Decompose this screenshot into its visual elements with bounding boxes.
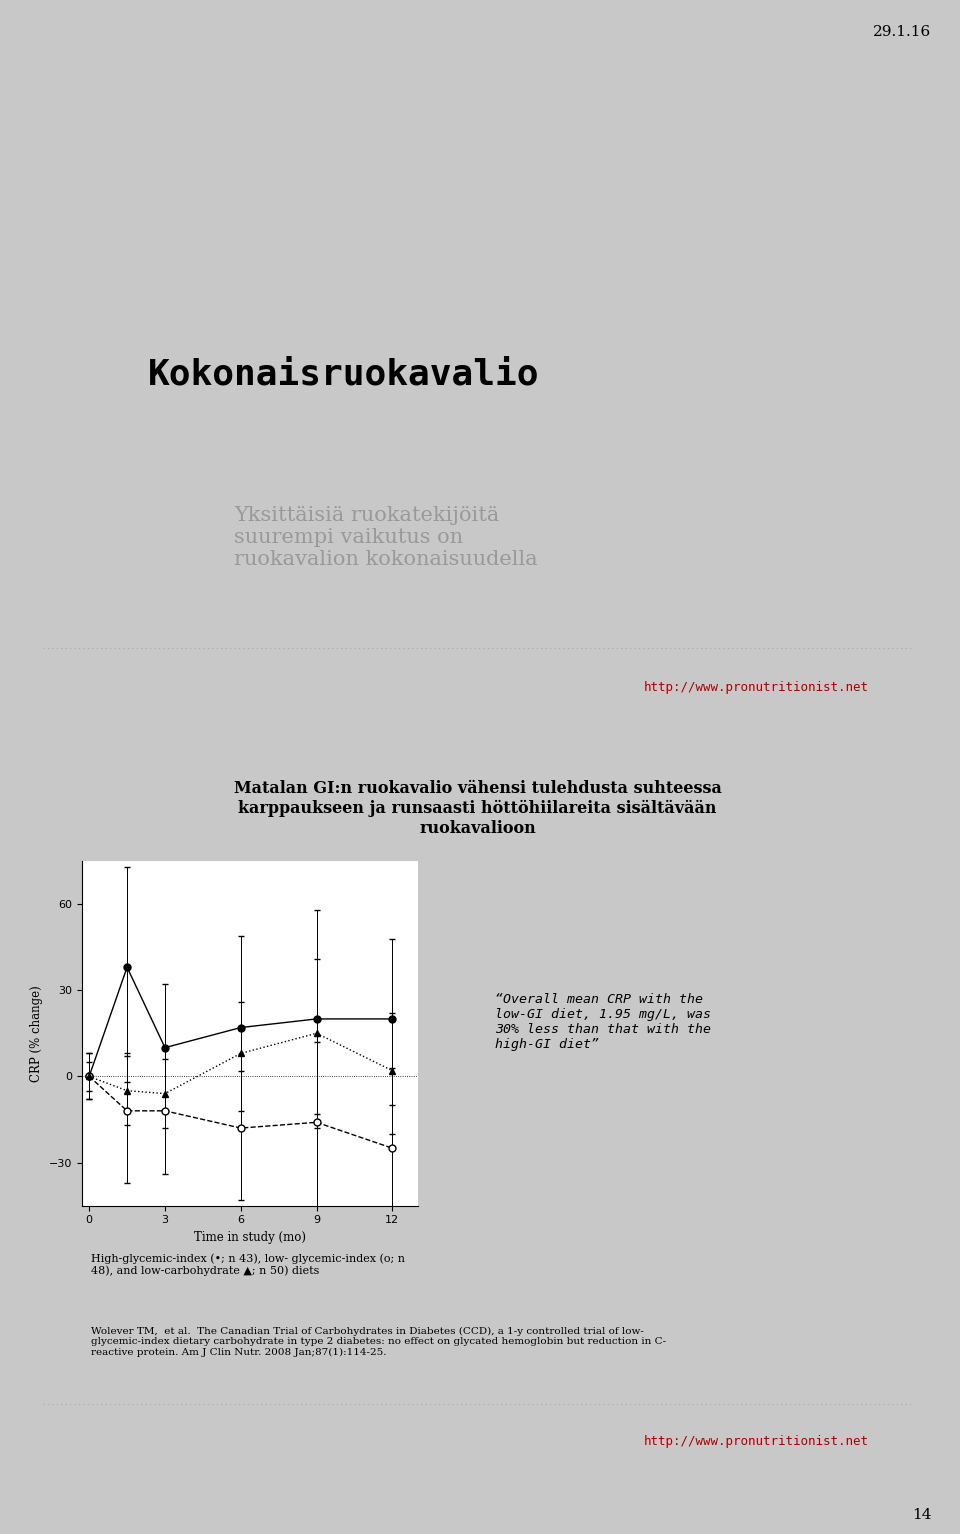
Text: 14: 14	[912, 1508, 931, 1522]
Text: 29.1.16: 29.1.16	[873, 25, 931, 38]
Text: http://www.pronutritionist.net: http://www.pronutritionist.net	[643, 1436, 869, 1448]
Text: Kokonaisruokavalio: Kokonaisruokavalio	[148, 357, 539, 391]
Y-axis label: CRP (% change): CRP (% change)	[30, 985, 43, 1081]
Text: Matalan GI:n ruokavalio vähensi tulehdusta suhteessa
karppaukseen ja runsaasti h: Matalan GI:n ruokavalio vähensi tulehdus…	[233, 781, 722, 836]
Text: High-glycemic-index (•; n 43), low- glycemic-index (o; n
48), and low-carbohydra: High-glycemic-index (•; n 43), low- glyc…	[91, 1253, 405, 1276]
Text: Wolever TM,  et al.  The Canadian Trial of Carbohydrates in Diabetes (CCD), a 1-: Wolever TM, et al. The Canadian Trial of…	[91, 1327, 666, 1356]
X-axis label: Time in study (mo): Time in study (mo)	[194, 1230, 305, 1244]
Text: “Overall mean CRP with the
low-GI diet, 1.95 mg/L, was
30% less than that with t: “Overall mean CRP with the low-GI diet, …	[495, 992, 711, 1051]
Text: Yksittäisiä ruokatekijöitä
suurempi vaikutus on
ruokavalion kokonaisuudella: Yksittäisiä ruokatekijöitä suurempi vaik…	[234, 506, 538, 569]
Text: http://www.pronutritionist.net: http://www.pronutritionist.net	[643, 681, 869, 693]
